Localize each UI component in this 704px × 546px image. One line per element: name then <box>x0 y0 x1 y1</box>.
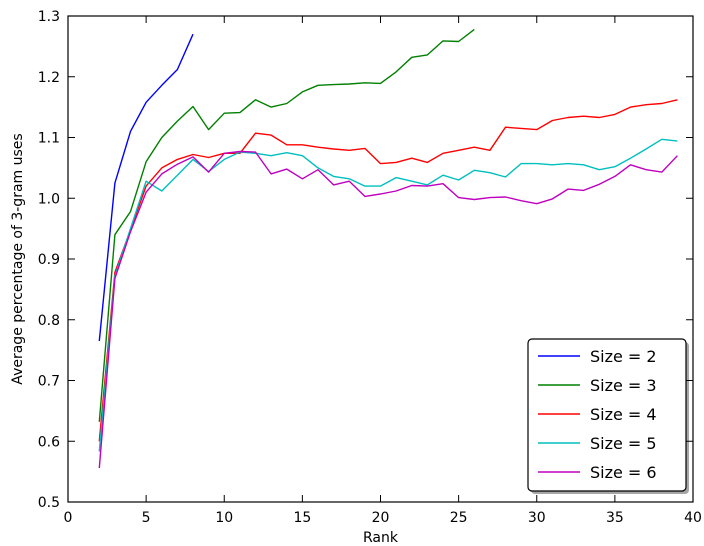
plot-frame <box>67 15 694 503</box>
series-line-size-5 <box>98 138 678 452</box>
y-tick-label: 0.9 <box>38 252 60 268</box>
x-tick-label: 30 <box>528 510 546 526</box>
legend-label: Size = 4 <box>590 405 657 424</box>
legend: Size = 2 Size = 3 Size = 4 Size = 5 Size = 6 <box>527 338 689 494</box>
x-tick-label: 35 <box>606 510 624 526</box>
legend-label: Size = 6 <box>590 463 657 482</box>
series-line-size-4 <box>98 99 678 442</box>
series-line-size-2 <box>98 33 194 342</box>
x-tick-label: 20 <box>372 510 390 526</box>
y-tick-label: 0.8 <box>38 313 60 329</box>
y-tick-label: 1.1 <box>38 131 60 147</box>
x-tick-label: 5 <box>142 510 151 526</box>
y-tick-label: 0.7 <box>38 374 60 390</box>
y-tick-label: 0.5 <box>38 495 60 511</box>
legend-label: Size = 3 <box>590 376 657 395</box>
x-tick-label: 40 <box>684 510 702 526</box>
series-line-size-3 <box>98 28 475 422</box>
y-tick-label: 1.2 <box>38 70 60 86</box>
y-tick-label: 0.6 <box>38 434 60 450</box>
y-axis-title: Average percentage of 3-gram uses <box>10 133 26 384</box>
x-tick-label: 10 <box>215 510 233 526</box>
x-axis-title: Rank <box>363 530 399 546</box>
series-layer <box>98 28 678 469</box>
axes-layer: 0 5 10 15 20 25 30 35 40 0.5 0.6 0.7 0.8 0.9 1.0 1.1 1.2… <box>10 9 702 546</box>
plot-frame-layer <box>67 15 694 503</box>
x-tick-label: 25 <box>450 510 468 526</box>
y-tick-label: 1.3 <box>38 9 60 25</box>
legend-box <box>527 338 687 492</box>
x-tick-label: 0 <box>64 510 73 526</box>
legend-label: Size = 5 <box>590 434 657 453</box>
series-line-size-6 <box>98 150 678 469</box>
x-tick-label: 15 <box>293 510 311 526</box>
y-tick-label: 1.0 <box>38 191 60 207</box>
legend-label: Size = 2 <box>590 347 657 366</box>
